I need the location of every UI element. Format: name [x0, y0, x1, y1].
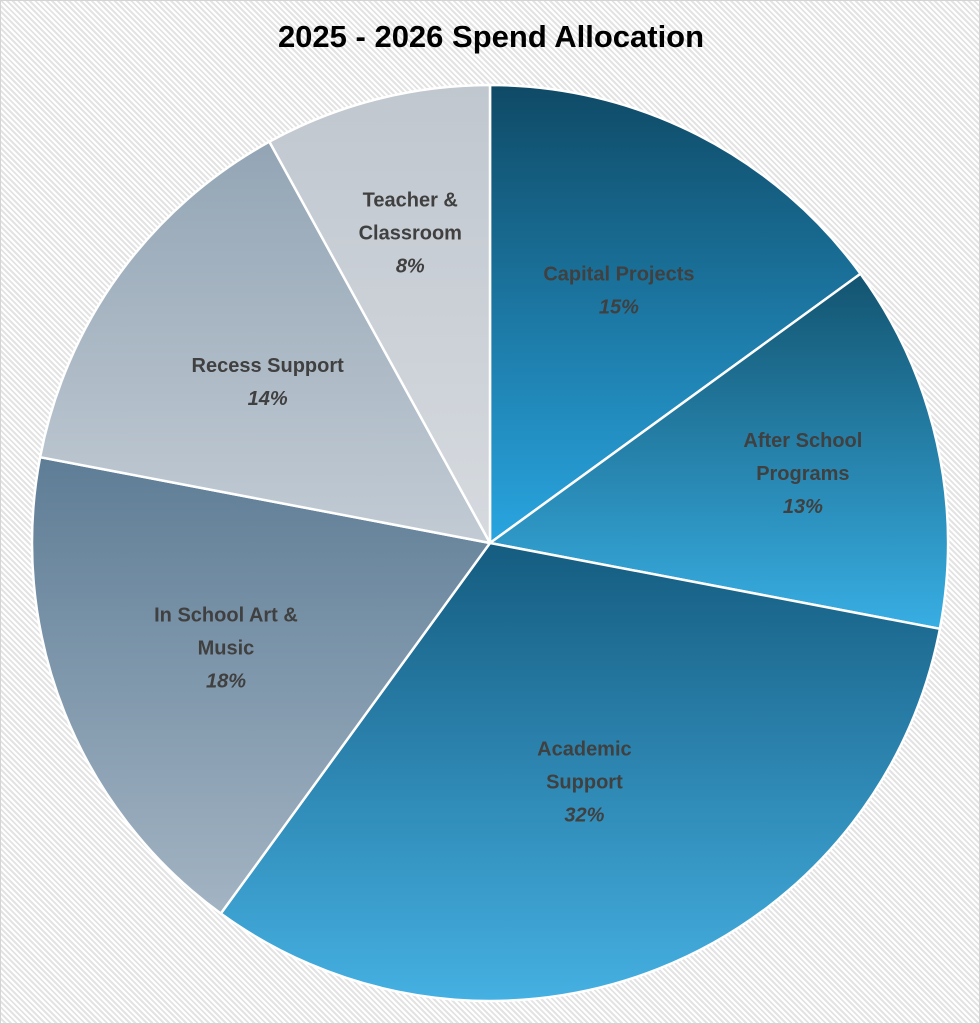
slice-label-text: In School Art &	[154, 605, 298, 627]
pie-labels: Capital Projects 15% After School Programs 1…	[154, 189, 862, 826]
slice-value-label: 13%	[783, 496, 823, 518]
slice-label: In School Art & Music 18%	[154, 605, 298, 693]
slice-value-label: 32%	[564, 804, 604, 826]
slice-value-label: 15%	[599, 296, 639, 318]
slice-label: Capital Projects 15%	[543, 263, 694, 318]
slice-value-label: 8%	[396, 255, 425, 277]
chart-title: 2025 - 2026 Spend Allocation	[277, 19, 705, 54]
slice-label-text: Recess Support	[192, 355, 345, 377]
slice-label-text: Music	[198, 638, 255, 660]
slice-label: Recess Support 14%	[192, 355, 345, 410]
slice-label-text: Capital Projects	[543, 263, 694, 285]
slice-label: Academic Support 32%	[537, 738, 632, 826]
slice-label: After School Programs 13%	[743, 430, 862, 518]
pie-slice-capital-projects	[488, 83, 862, 545]
slice-label-text: After School	[743, 430, 862, 452]
slice-label-text: Support	[546, 771, 623, 793]
pie-slice-recess-support	[38, 140, 492, 545]
slice-value-label: 18%	[206, 671, 246, 693]
pie-slice-teacher-classroom	[268, 83, 492, 545]
slice-label-text: Programs	[756, 463, 849, 485]
slice-label-text: Academic	[537, 738, 632, 760]
slice-value-label: 14%	[248, 388, 288, 410]
pie-slice-in-school-art-music	[30, 455, 492, 915]
slice-label-text: Teacher &	[363, 189, 458, 211]
pie-slice-after-school-programs	[488, 272, 950, 631]
pie-slices	[30, 83, 950, 1003]
slice-label-text: Classroom	[359, 222, 462, 244]
slice-label: Teacher & Classroom 8%	[359, 189, 462, 277]
pie-slice-academic-support	[219, 541, 942, 1003]
